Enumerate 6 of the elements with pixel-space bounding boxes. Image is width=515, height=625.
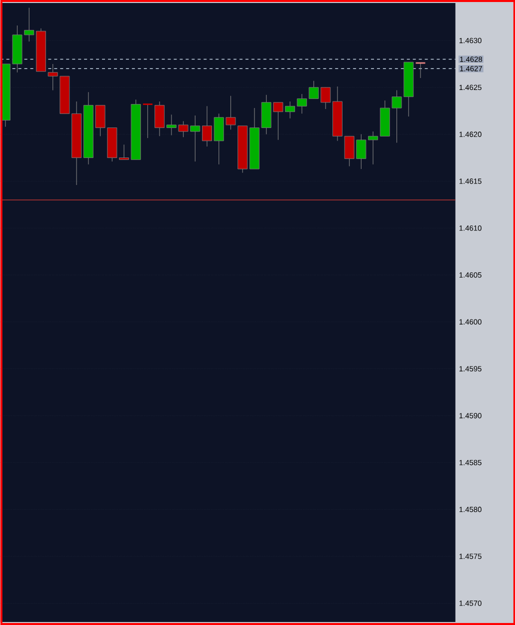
candlestick: [154, 101, 164, 136]
candlestick: [414, 62, 426, 78]
candlestick: [118, 144, 129, 160]
candlestick: [202, 106, 212, 147]
candlestick: [284, 101, 295, 119]
candlestick: [142, 104, 154, 138]
